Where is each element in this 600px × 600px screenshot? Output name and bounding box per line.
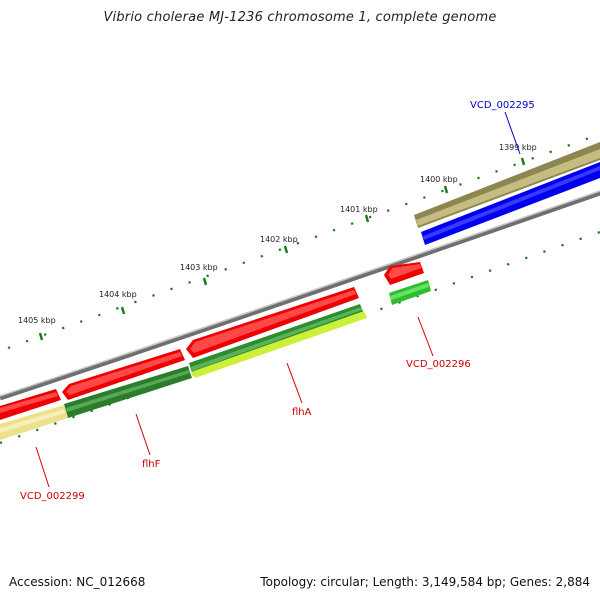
scale-label-1403: 1403 kbp bbox=[180, 263, 218, 272]
major-ticks bbox=[38, 157, 526, 341]
feature-flhA-yellowgreen bbox=[191, 311, 367, 378]
major-tick-1405 bbox=[38, 332, 44, 341]
gene-label-VCD-002295[interactable]: VCD_002295 bbox=[470, 100, 535, 111]
leader-VCD-002299 bbox=[35, 446, 50, 488]
major-tick-1404 bbox=[120, 306, 126, 315]
major-tick-1399 bbox=[520, 157, 526, 166]
gene-label-VCD-002299[interactable]: VCD_002299 bbox=[20, 491, 85, 502]
map-title: Vibrio cholerae MJ-1236 chromosome 1, co… bbox=[103, 10, 497, 25]
accession-text: Accession: NC_012668 bbox=[9, 575, 146, 589]
leader-flhA bbox=[286, 362, 303, 404]
chromosome-backbone bbox=[0, 190, 600, 401]
scale-label-1404: 1404 kbp bbox=[99, 290, 137, 299]
gene-label-VCD-002296[interactable]: VCD_002296 bbox=[406, 359, 471, 370]
leader-VCD-002295 bbox=[504, 111, 521, 155]
major-tick-1401 bbox=[364, 214, 370, 223]
scale-label-1401: 1401 kbp bbox=[340, 205, 378, 214]
genome-summary-text: Topology: circular; Length: 3,149,584 bp… bbox=[260, 575, 590, 589]
major-tick-1400 bbox=[443, 185, 449, 194]
gene-label-flhA[interactable]: flhA bbox=[292, 407, 312, 418]
scale-label-1405: 1405 kbp bbox=[18, 316, 56, 325]
major-tick-1403 bbox=[202, 277, 208, 286]
major-tick-1402 bbox=[283, 245, 289, 254]
scale-label-1402: 1402 kbp bbox=[260, 235, 298, 244]
gene-label-flhF[interactable]: flhF bbox=[142, 459, 161, 470]
leader-flhF bbox=[135, 413, 151, 456]
scale-label-1400: 1400 kbp bbox=[420, 175, 458, 184]
leader-VCD-002296 bbox=[417, 316, 434, 357]
